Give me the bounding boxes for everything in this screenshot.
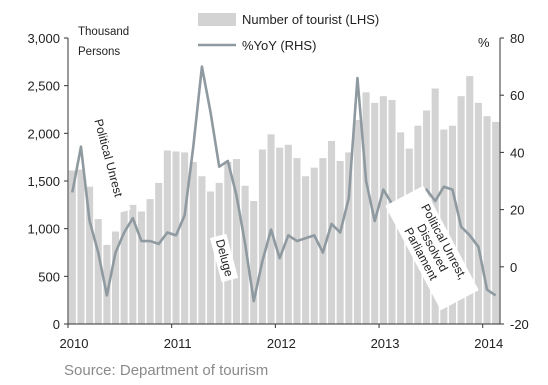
annotation-backdrop — [385, 185, 479, 311]
bar — [258, 149, 266, 324]
bar — [457, 96, 465, 325]
legend: Number of tourist (LHS) %YoY (RHS) — [198, 12, 379, 53]
left-tick-label: 2,000 — [27, 126, 60, 141]
x-tick-label: 2010 — [60, 336, 89, 351]
bar — [302, 176, 310, 324]
bar — [379, 96, 387, 325]
left-tick-label: 0 — [53, 317, 60, 332]
bar — [111, 231, 120, 324]
bar — [155, 182, 163, 324]
right-tick-label: 20 — [510, 203, 524, 218]
bar — [181, 152, 189, 324]
tick-labels: 0 500 1,000 1,500 2,000 2,500 3,000 -20 0 20 40 60 8… — [27, 26, 528, 351]
left-tick-label: 1,500 — [27, 174, 60, 189]
bar — [103, 244, 111, 324]
bar — [483, 116, 491, 324]
right-tick-label: 40 — [510, 145, 524, 160]
right-tick-label: 80 — [510, 31, 524, 46]
legend-bar-label: Number of tourist (LHS) — [242, 12, 379, 27]
left-tick-label: 3,000 — [27, 31, 60, 46]
bar — [241, 185, 249, 324]
bar — [362, 92, 370, 324]
legend-bar-swatch — [198, 13, 236, 26]
bar — [146, 199, 154, 324]
bar — [120, 202, 128, 324]
legend-line-label: %YoY (RHS) — [242, 38, 316, 53]
bar — [474, 102, 482, 324]
left-tick-label: 1,000 — [27, 222, 60, 237]
left-tick-label: 2,500 — [27, 79, 60, 94]
bar — [492, 121, 500, 324]
bar — [353, 119, 361, 325]
bar — [163, 150, 171, 324]
bar — [172, 151, 180, 324]
bar — [466, 76, 474, 324]
bar — [68, 170, 76, 324]
bar — [232, 159, 241, 324]
bar — [189, 161, 197, 324]
bar — [276, 147, 284, 324]
bar — [86, 186, 94, 324]
bar — [129, 204, 137, 324]
bar — [336, 160, 344, 324]
bar — [77, 169, 85, 324]
bar — [431, 88, 439, 324]
x-tick-label: 2011 — [164, 336, 192, 351]
bar — [345, 152, 353, 324]
x-tick-label: 2012 — [267, 336, 296, 351]
x-tick-label: 2014 — [474, 336, 503, 351]
right-tick-label: 60 — [510, 88, 524, 103]
bar — [448, 125, 457, 325]
bar — [207, 191, 215, 324]
annotation-backdrop — [209, 233, 239, 283]
right-tick-label: -20 — [510, 317, 529, 332]
axes — [64, 37, 504, 328]
bar — [94, 219, 102, 324]
x-tick-label: 2013 — [371, 336, 400, 351]
bar — [137, 211, 145, 324]
left-axis-unit: Thousand — [78, 26, 129, 38]
left-tick-label: 500 — [38, 269, 60, 284]
left-axis-unit: Persons — [78, 46, 120, 58]
source-note: Source: Department of tourism — [64, 362, 269, 379]
bar — [250, 201, 258, 324]
right-axis-unit: % — [478, 35, 490, 50]
right-tick-label: 0 — [510, 260, 517, 275]
annotation-backdrop — [85, 101, 131, 215]
bar — [319, 158, 327, 324]
bar — [327, 140, 336, 324]
bar — [198, 176, 206, 324]
bar — [310, 167, 318, 324]
bar — [371, 102, 379, 324]
